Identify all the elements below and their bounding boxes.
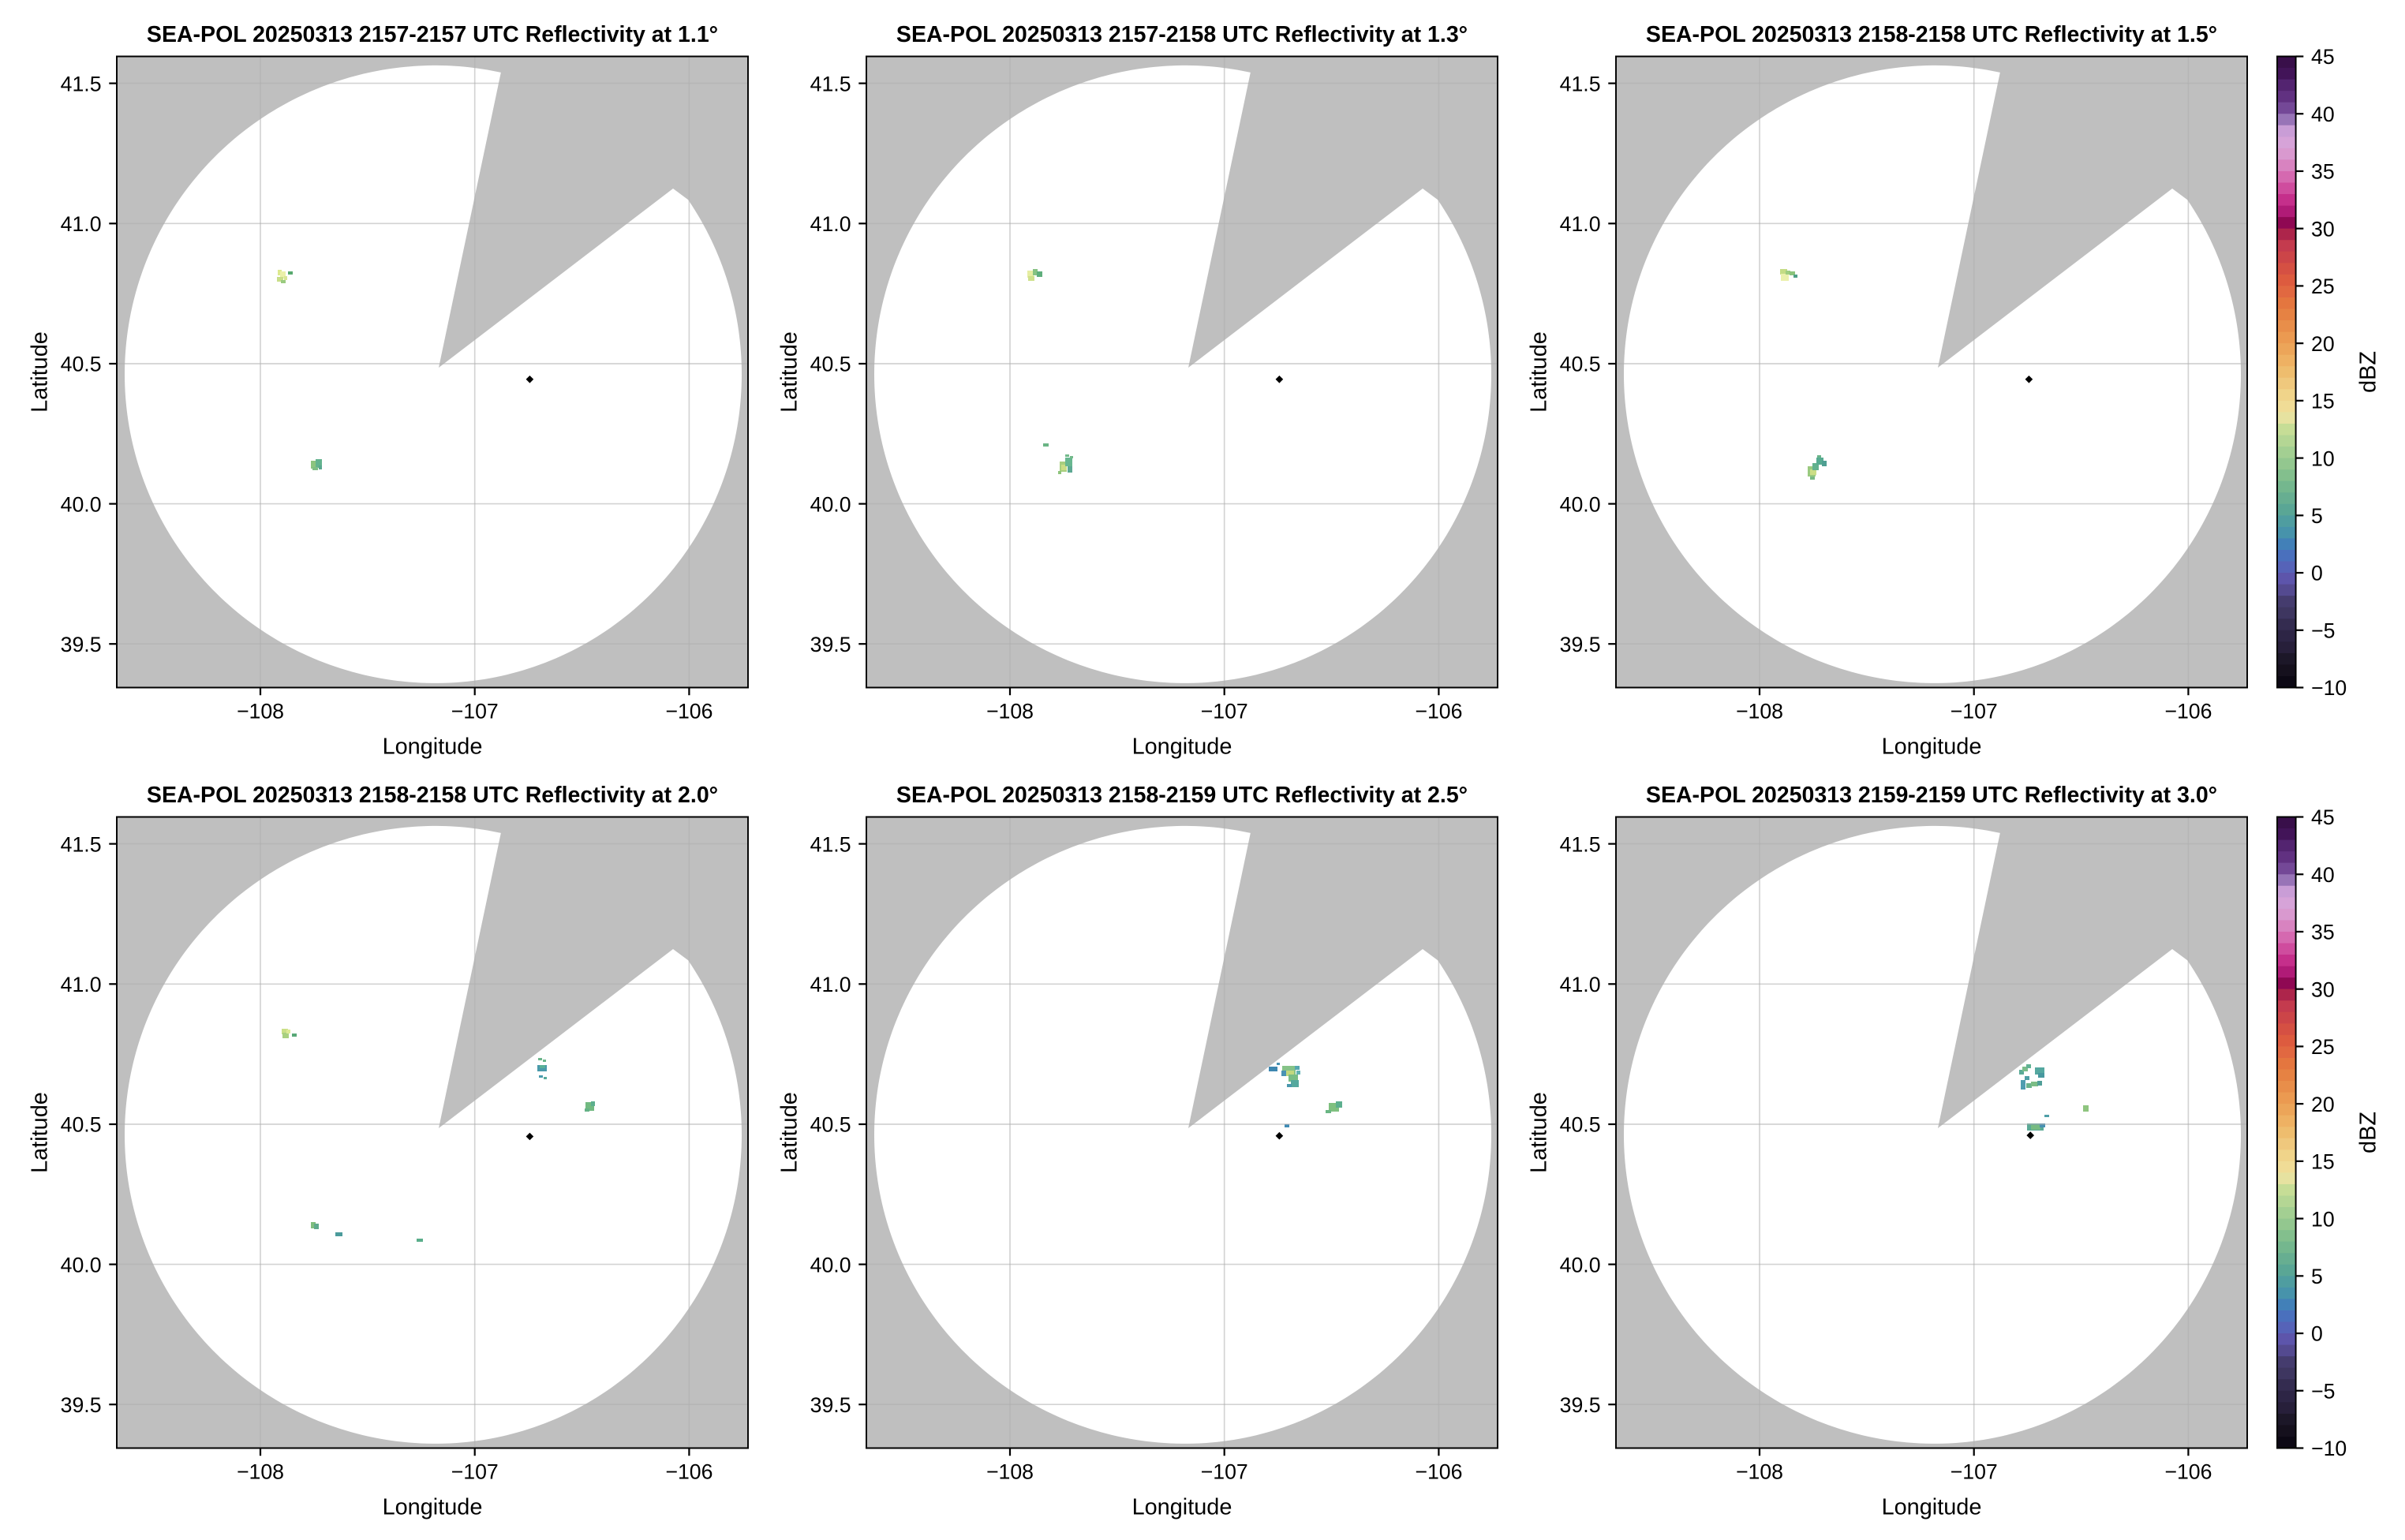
svg-text:−107: −107 bbox=[1951, 1460, 1998, 1483]
svg-text:−107: −107 bbox=[451, 1460, 499, 1483]
svg-text:39.5: 39.5 bbox=[61, 633, 102, 656]
svg-text:SEA-POL 20250313 2157-2157 UTC: SEA-POL 20250313 2157-2157 UTC Reflectiv… bbox=[147, 22, 718, 47]
svg-text:40.0: 40.0 bbox=[810, 492, 851, 516]
svg-text:0: 0 bbox=[2311, 1322, 2323, 1346]
svg-text:Longitude: Longitude bbox=[1132, 1494, 1232, 1519]
svg-text:39.5: 39.5 bbox=[1560, 1393, 1601, 1417]
svg-text:−106: −106 bbox=[665, 699, 713, 723]
svg-text:41.5: 41.5 bbox=[61, 832, 102, 856]
svg-text:−108: −108 bbox=[237, 699, 284, 723]
svg-text:Longitude: Longitude bbox=[383, 734, 483, 759]
svg-text:−106: −106 bbox=[2164, 1460, 2212, 1483]
svg-text:41.0: 41.0 bbox=[61, 212, 102, 236]
svg-text:5: 5 bbox=[2311, 1265, 2323, 1288]
svg-text:Latitude: Latitude bbox=[28, 1092, 53, 1173]
svg-text:35: 35 bbox=[2311, 160, 2335, 184]
svg-text:20: 20 bbox=[2311, 1093, 2335, 1116]
svg-text:25: 25 bbox=[2311, 275, 2335, 298]
svg-text:30: 30 bbox=[2311, 977, 2335, 1001]
svg-text:39.5: 39.5 bbox=[810, 633, 851, 656]
svg-text:45: 45 bbox=[2311, 45, 2335, 69]
svg-text:10: 10 bbox=[2311, 1207, 2335, 1231]
svg-text:40.5: 40.5 bbox=[1560, 1113, 1601, 1137]
svg-text:−107: −107 bbox=[1201, 699, 1248, 723]
svg-text:−10: −10 bbox=[2311, 676, 2347, 700]
svg-text:41.0: 41.0 bbox=[61, 973, 102, 996]
svg-text:Latitude: Latitude bbox=[777, 1092, 802, 1173]
svg-text:SEA-POL 20250313 2159-2159 UTC: SEA-POL 20250313 2159-2159 UTC Reflectiv… bbox=[1646, 783, 2217, 808]
svg-text:40.5: 40.5 bbox=[61, 353, 102, 376]
svg-text:−108: −108 bbox=[237, 1460, 284, 1483]
svg-text:41.0: 41.0 bbox=[1560, 212, 1601, 236]
svg-text:SEA-POL 20250313 2158-2159 UTC: SEA-POL 20250313 2158-2159 UTC Reflectiv… bbox=[896, 783, 1468, 808]
svg-text:−108: −108 bbox=[986, 1460, 1034, 1483]
svg-text:SEA-POL 20250313 2157-2158 UTC: SEA-POL 20250313 2157-2158 UTC Reflectiv… bbox=[896, 22, 1468, 47]
svg-text:41.0: 41.0 bbox=[810, 973, 851, 996]
svg-text:Latitude: Latitude bbox=[1527, 331, 1552, 413]
svg-text:30: 30 bbox=[2311, 217, 2335, 241]
svg-text:dBZ: dBZ bbox=[2355, 1112, 2381, 1153]
svg-text:−5: −5 bbox=[2311, 619, 2335, 642]
svg-text:SEA-POL 20250313 2158-2158 UTC: SEA-POL 20250313 2158-2158 UTC Reflectiv… bbox=[147, 783, 718, 808]
svg-text:40: 40 bbox=[2311, 863, 2335, 887]
svg-text:dBZ: dBZ bbox=[2355, 351, 2381, 393]
svg-text:40.0: 40.0 bbox=[810, 1253, 851, 1276]
svg-text:40.0: 40.0 bbox=[1560, 492, 1601, 516]
svg-text:Longitude: Longitude bbox=[1132, 734, 1232, 759]
svg-text:−10: −10 bbox=[2311, 1437, 2347, 1460]
svg-text:−107: −107 bbox=[1201, 1460, 1248, 1483]
svg-text:39.5: 39.5 bbox=[61, 1393, 102, 1417]
svg-text:−108: −108 bbox=[1736, 1460, 1783, 1483]
svg-text:SEA-POL 20250313 2158-2158 UTC: SEA-POL 20250313 2158-2158 UTC Reflectiv… bbox=[1646, 22, 2217, 47]
svg-text:10: 10 bbox=[2311, 447, 2335, 470]
svg-text:41.5: 41.5 bbox=[810, 72, 851, 95]
svg-text:20: 20 bbox=[2311, 332, 2335, 356]
svg-text:40.5: 40.5 bbox=[61, 1113, 102, 1137]
svg-text:40.5: 40.5 bbox=[810, 1113, 851, 1137]
svg-text:41.5: 41.5 bbox=[810, 832, 851, 856]
svg-text:−106: −106 bbox=[2164, 699, 2212, 723]
svg-text:−106: −106 bbox=[1415, 1460, 1462, 1483]
svg-text:−106: −106 bbox=[1415, 699, 1462, 723]
svg-text:−108: −108 bbox=[986, 699, 1034, 723]
svg-text:41.5: 41.5 bbox=[61, 72, 102, 95]
svg-text:−108: −108 bbox=[1736, 699, 1783, 723]
svg-text:40.0: 40.0 bbox=[61, 492, 102, 516]
svg-text:40: 40 bbox=[2311, 103, 2335, 126]
svg-text:Longitude: Longitude bbox=[1882, 1494, 1982, 1519]
svg-text:41.5: 41.5 bbox=[1560, 72, 1601, 95]
svg-text:25: 25 bbox=[2311, 1035, 2335, 1059]
svg-text:0: 0 bbox=[2311, 562, 2323, 585]
svg-text:40.5: 40.5 bbox=[1560, 353, 1601, 376]
svg-text:15: 15 bbox=[2311, 390, 2335, 413]
svg-text:45: 45 bbox=[2311, 806, 2335, 829]
svg-text:5: 5 bbox=[2311, 504, 2323, 528]
svg-text:40.5: 40.5 bbox=[810, 353, 851, 376]
svg-text:−5: −5 bbox=[2311, 1379, 2335, 1403]
svg-text:39.5: 39.5 bbox=[1560, 633, 1601, 656]
svg-text:40.0: 40.0 bbox=[1560, 1253, 1601, 1276]
svg-text:35: 35 bbox=[2311, 921, 2335, 944]
svg-text:39.5: 39.5 bbox=[810, 1393, 851, 1417]
svg-text:41.0: 41.0 bbox=[1560, 973, 1601, 996]
svg-text:15: 15 bbox=[2311, 1150, 2335, 1174]
svg-text:40.0: 40.0 bbox=[61, 1253, 102, 1276]
svg-text:41.5: 41.5 bbox=[1560, 832, 1601, 856]
svg-text:−107: −107 bbox=[451, 699, 499, 723]
svg-text:Longitude: Longitude bbox=[383, 1494, 483, 1519]
svg-text:41.0: 41.0 bbox=[810, 212, 851, 236]
svg-text:Longitude: Longitude bbox=[1882, 734, 1982, 759]
svg-text:Latitude: Latitude bbox=[28, 331, 53, 413]
svg-text:−107: −107 bbox=[1951, 699, 1998, 723]
svg-text:Latitude: Latitude bbox=[777, 331, 802, 413]
svg-text:Latitude: Latitude bbox=[1527, 1092, 1552, 1173]
svg-text:−106: −106 bbox=[665, 1460, 713, 1483]
